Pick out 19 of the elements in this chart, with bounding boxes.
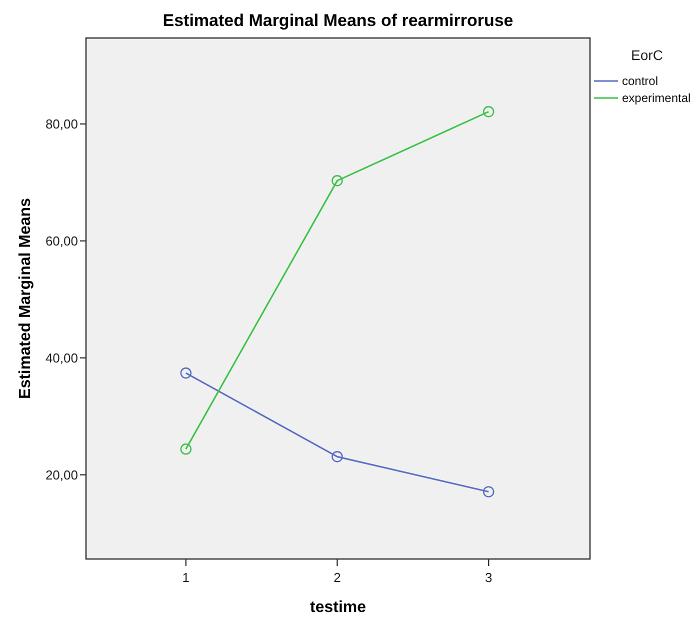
legend-label: experimental: [622, 91, 691, 106]
chart-title: Estimated Marginal Means of rearmirroruse: [162, 11, 514, 30]
point: [482, 106, 494, 118]
point: [180, 443, 192, 455]
y-tick-label: 60,00: [45, 233, 78, 248]
x-tick-label: 1: [182, 570, 190, 585]
legend-label: control: [622, 74, 658, 88]
point: [180, 367, 192, 379]
x-axis-title: testime: [310, 599, 366, 616]
point: [482, 486, 494, 498]
y-tick-label: 20,00: [45, 467, 78, 482]
legend-title: EorC: [631, 47, 663, 63]
y-tick-label: 40,00: [45, 350, 78, 366]
point: [332, 175, 343, 186]
x-tick-label: 3: [484, 570, 492, 585]
y-tick-label: 80,00: [45, 116, 78, 132]
y-axis-title: Estimated Marginal Means: [17, 198, 34, 399]
point: [332, 451, 343, 462]
x-tick-label: 2: [334, 570, 341, 585]
